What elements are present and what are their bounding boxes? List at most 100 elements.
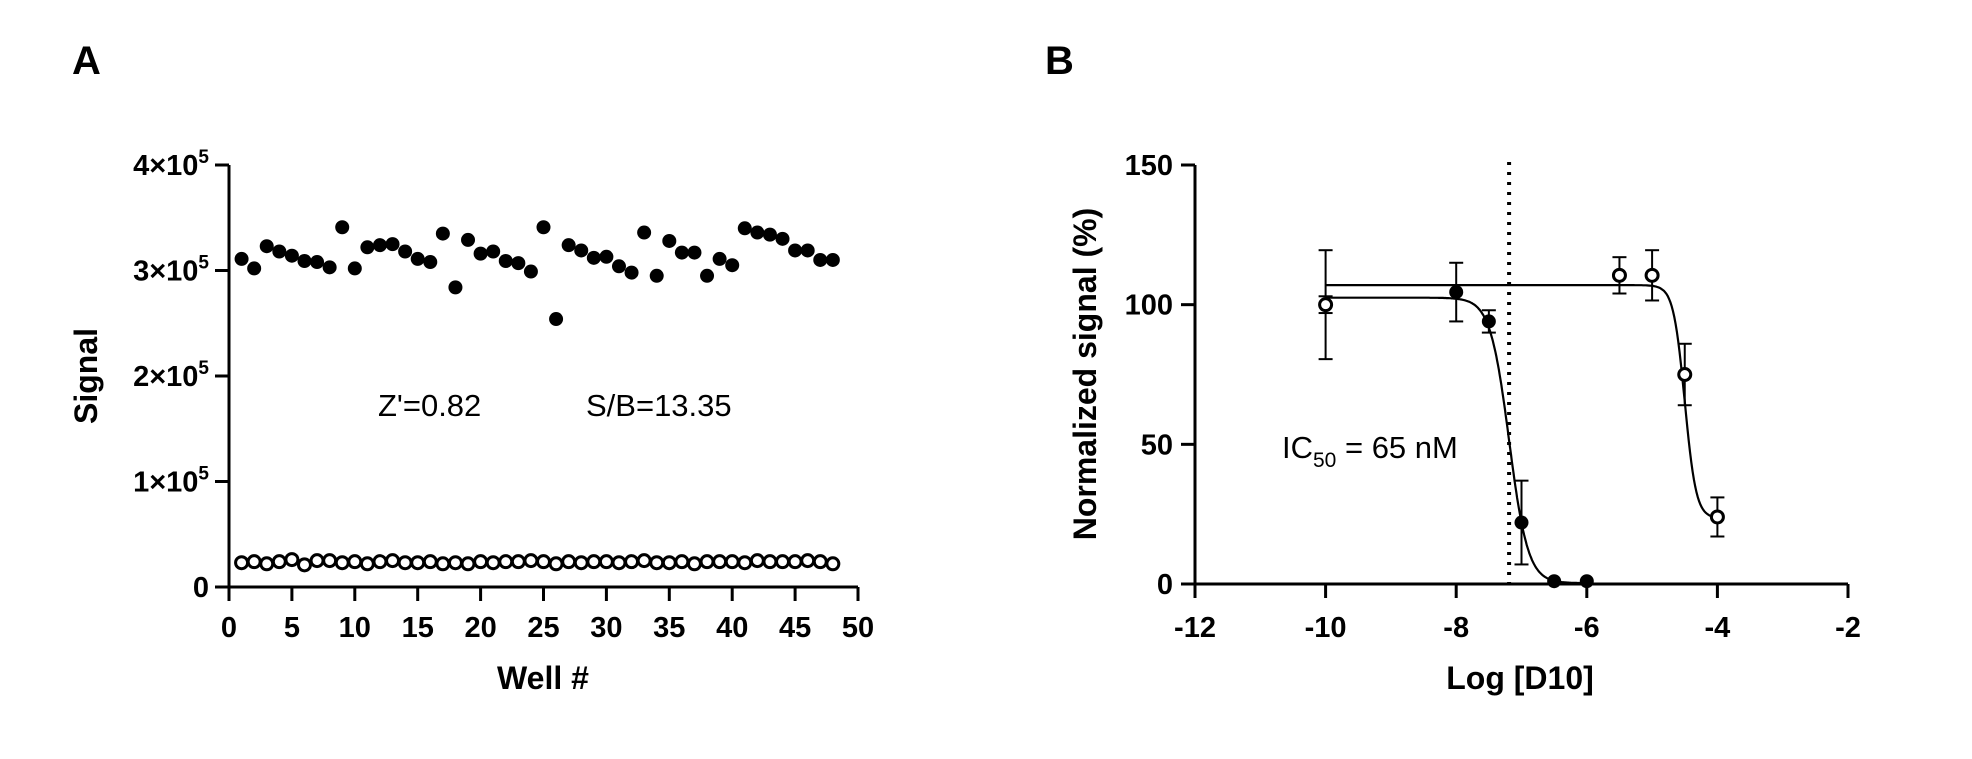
data-point-negative xyxy=(825,556,841,572)
y-tick-exponent: 5 xyxy=(198,253,209,274)
data-point-negative xyxy=(649,555,665,571)
y-tick-exponent: 5 xyxy=(198,147,209,168)
data-point-positive xyxy=(649,268,664,283)
panel-b-x-tick-label: -4 xyxy=(1705,612,1731,644)
panel-a-y-tick-label: 1×105 xyxy=(133,464,209,499)
y-tick-mantissa: 4 xyxy=(133,150,149,182)
y-tick-mantissa: 0 xyxy=(193,572,209,604)
data-point-positive xyxy=(461,232,476,247)
data-point-filled xyxy=(1481,314,1496,329)
data-point-negative xyxy=(296,557,312,573)
panel-b-y-tick-label: 50 xyxy=(1141,429,1173,461)
data-point-negative xyxy=(611,555,627,571)
panel-a-x-tick-label: 5 xyxy=(284,612,300,644)
data-point-positive xyxy=(674,245,689,260)
data-point-open xyxy=(1318,297,1334,313)
data-point-negative xyxy=(322,553,338,569)
data-point-positive xyxy=(813,252,828,267)
data-point-positive xyxy=(360,240,375,255)
panel-a-y-axis-title: Signal xyxy=(68,328,104,424)
data-point-positive xyxy=(750,225,765,240)
data-point-negative xyxy=(536,554,551,570)
data-point-negative xyxy=(686,556,702,572)
panel-a-x-tick-label: 40 xyxy=(716,612,748,644)
data-point-positive xyxy=(310,255,325,270)
y-tick-base: ×10 xyxy=(149,150,198,182)
data-point-positive xyxy=(624,265,639,280)
data-point-positive xyxy=(385,237,400,252)
y-tick-base: ×10 xyxy=(149,256,198,288)
panel-b-x-tick-label: -8 xyxy=(1443,612,1469,644)
data-point-positive xyxy=(423,255,438,270)
panel-b-x-tick-label: -12 xyxy=(1174,612,1216,644)
data-point-positive xyxy=(247,261,262,276)
y-tick-mantissa: 3 xyxy=(133,256,149,288)
data-point-negative xyxy=(473,554,489,570)
data-point-negative xyxy=(749,553,765,569)
data-point-negative xyxy=(498,554,514,570)
data-point-negative xyxy=(259,556,275,572)
data-point-open xyxy=(1611,267,1627,283)
data-point-positive xyxy=(549,312,564,327)
panel-a-x-tick-label: 20 xyxy=(464,612,496,644)
panel-b-x-axis-title: Log [D10] xyxy=(1446,660,1594,696)
data-point-negative xyxy=(800,553,816,569)
panel-a-y-tick-label: 4×105 xyxy=(133,147,209,182)
data-point-negative xyxy=(598,554,614,570)
data-point-positive xyxy=(498,254,513,269)
data-point-filled xyxy=(1514,515,1529,530)
panel-b-y-axis-title: Normalized signal (%) xyxy=(1067,208,1103,541)
data-point-negative xyxy=(397,555,413,571)
panel-b: B 0 50 100 150 -12 -10 -8 -6 -4 -2 Normalized si… xyxy=(1045,39,1861,696)
panel-b-x-ticks: -12 -10 -8 -6 -4 -2 xyxy=(1174,584,1861,644)
ic50-label-prefix: IC xyxy=(1282,430,1313,465)
data-point-negative xyxy=(435,556,451,572)
data-point-positive xyxy=(335,220,350,235)
data-point-negative xyxy=(523,553,539,569)
data-point-negative xyxy=(737,555,753,571)
y-tick-exponent: 5 xyxy=(198,358,209,379)
data-point-positive xyxy=(473,246,488,261)
data-point-negative xyxy=(775,554,791,570)
data-point-negative xyxy=(284,552,300,568)
panel-b-y-tick-label: 0 xyxy=(1157,569,1173,601)
data-point-positive xyxy=(599,249,614,264)
data-point-positive xyxy=(398,244,413,259)
panel-a-points xyxy=(234,220,841,573)
panel-a-y-tick-label: 2×105 xyxy=(133,358,209,393)
data-point-positive xyxy=(762,227,777,242)
panel-a-x-tick-label: 25 xyxy=(527,612,559,644)
data-point-negative xyxy=(347,554,363,570)
data-point-positive xyxy=(523,264,538,279)
panel-a-y-tick-label: 0 xyxy=(193,572,209,604)
data-point-positive xyxy=(788,243,803,258)
data-point-filled xyxy=(1547,574,1562,589)
data-point-negative xyxy=(762,554,778,570)
panel-a-x-tick-label: 15 xyxy=(402,612,434,644)
signal-to-background-annotation: S/B=13.35 xyxy=(586,388,732,423)
y-tick-base: ×10 xyxy=(149,361,198,393)
panel-b-y-ticks: 0 50 100 150 xyxy=(1125,150,1195,601)
data-point-positive xyxy=(662,233,677,248)
panel-a-x-tick-label: 45 xyxy=(779,612,811,644)
data-point-positive xyxy=(700,268,715,283)
data-point-negative xyxy=(812,554,828,570)
data-point-positive xyxy=(272,244,287,259)
data-point-negative xyxy=(410,555,426,571)
data-point-open xyxy=(1709,509,1725,525)
data-point-negative xyxy=(359,556,375,572)
y-tick-exponent: 5 xyxy=(198,464,209,485)
data-point-negative xyxy=(699,554,715,570)
ic50-label-value: = 65 nM xyxy=(1336,430,1458,465)
data-point-positive xyxy=(586,250,601,265)
data-point-positive xyxy=(687,245,702,260)
data-point-filled xyxy=(1579,574,1594,589)
data-point-positive xyxy=(737,221,752,236)
panel-a-x-ticks: 0 5 10 15 20 25 30 35 40 45 50 xyxy=(221,587,874,644)
panel-a-x-tick-label: 0 xyxy=(221,612,237,644)
panel-letter-b: B xyxy=(1045,39,1074,83)
data-point-positive xyxy=(637,225,652,240)
data-point-positive xyxy=(234,251,249,266)
data-point-negative xyxy=(724,554,740,570)
